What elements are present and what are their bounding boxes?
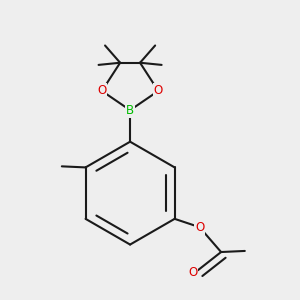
Text: O: O [97,84,106,98]
Text: B: B [126,104,134,117]
Text: O: O [154,84,163,98]
Text: O: O [188,266,197,279]
Text: O: O [195,220,204,234]
